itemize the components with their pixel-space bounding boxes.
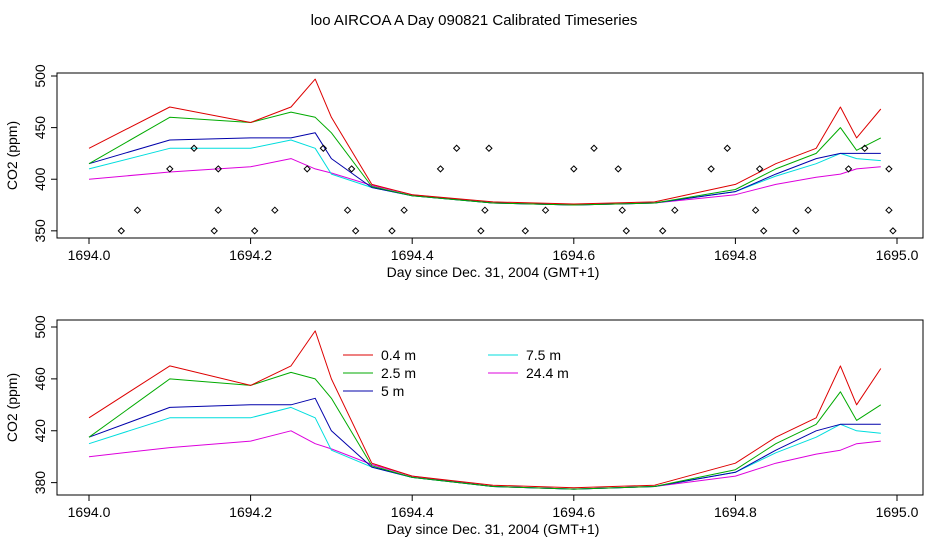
flag-point: [590, 144, 598, 152]
x-tick-label: 1694.8: [714, 504, 757, 520]
series-line-0-4-m: [88, 330, 882, 489]
chart-panel-bottom: 1694.0 1694.2 1694.4 1694.6 1694.8 1695.0 Day …: [4, 315, 924, 537]
flag-point: [210, 227, 218, 235]
series-line-0-4-m: [88, 78, 882, 205]
flag-point: [521, 227, 530, 235]
flag-point: [755, 165, 764, 173]
flag-point: [271, 206, 279, 214]
flag-point: [319, 144, 328, 152]
flag-point: [570, 165, 578, 173]
x-axis-label: Day since Dec. 31, 2004 (GMT+1): [387, 264, 600, 280]
y-tick-label: 500: [32, 64, 48, 88]
flag-point: [166, 165, 174, 173]
flag-point: [671, 206, 679, 214]
x-tick-label: 1694.8: [714, 247, 757, 263]
flag-point: [885, 206, 893, 214]
flag-point: [388, 227, 396, 235]
flag-point: [214, 206, 222, 214]
y-tick-label: 400: [32, 167, 48, 191]
flag-point: [117, 227, 126, 235]
legend-label-5-m: 5 m: [381, 383, 404, 399]
x-tick-label: 1694.0: [68, 247, 111, 263]
x-tick-label: 1695.0: [876, 504, 919, 520]
flag-point: [707, 165, 715, 173]
y-tick-label: 460: [32, 367, 48, 391]
flag-point: [759, 227, 768, 235]
series-line-5-m: [88, 397, 881, 490]
flag-point: [214, 165, 222, 173]
x-axis-label: Day since Dec. 31, 2004 (GMT+1): [387, 521, 600, 537]
series-line-2-5-m: [88, 371, 882, 490]
flag-point: [860, 144, 869, 152]
flag-point: [658, 227, 667, 235]
x-tick-label: 1694.2: [229, 247, 272, 263]
figure-title: loo AIRCOA A Day 090821 Calibrated Times…: [311, 12, 638, 29]
flag-point: [351, 227, 360, 235]
flag-point: [250, 227, 259, 235]
flag-point: [347, 165, 356, 173]
x-tick-label: 1694.6: [552, 504, 595, 520]
flag-point: [190, 144, 198, 152]
flag-point: [485, 144, 493, 152]
series-group: [88, 78, 897, 235]
y-axis-label: CO2 (ppm): [4, 121, 20, 190]
x-tick-label: 1694.4: [391, 504, 434, 520]
x-tick-label: 1694.4: [391, 247, 434, 263]
flag-point: [618, 206, 626, 214]
flag-point: [343, 206, 352, 214]
legend: 0.4 m 2.5 m 5 m 7.5 m 24.4 m: [343, 347, 569, 399]
plot-frame: [56, 319, 924, 496]
flag-point: [133, 206, 142, 214]
flag-point: [400, 206, 408, 214]
series-group: [88, 330, 882, 490]
flag-point: [844, 165, 853, 173]
flag-point: [889, 227, 897, 235]
plot-frame: [56, 72, 924, 239]
y-tick-label: 500: [32, 315, 48, 339]
flag-point: [303, 165, 311, 173]
x-tick-label: 1694.2: [229, 504, 272, 520]
chart-panel-top: 1694.0 1694.2 1694.4 1694.6 1694.8 1695.0 Day …: [4, 64, 924, 280]
legend-label-7-5-m: 7.5 m: [526, 347, 561, 363]
flag-point: [481, 206, 489, 214]
y-tick-label: 380: [32, 471, 48, 495]
y-tick-label: 420: [32, 419, 48, 443]
y-tick-label: 350: [32, 219, 48, 243]
x-tick-label: 1695.0: [876, 247, 919, 263]
x-tick-label: 1694.0: [68, 504, 111, 520]
flag-point: [751, 206, 760, 214]
flag-point: [614, 165, 622, 173]
flag-point: [723, 144, 732, 152]
legend-label-24-4-m: 24.4 m: [526, 365, 569, 381]
flag-point: [477, 227, 485, 235]
flag-point: [452, 144, 461, 152]
legend-label-0-4-m: 0.4 m: [381, 347, 416, 363]
series-line-7-5-m: [88, 139, 881, 206]
y-tick-label: 450: [32, 116, 48, 140]
flag-point: [436, 165, 445, 173]
series-line-2-5-m: [88, 111, 882, 206]
flag-point: [622, 227, 631, 235]
flag-point: [792, 227, 800, 235]
flag-point: [885, 165, 893, 173]
y-axis-label: CO2 (ppm): [4, 373, 20, 442]
flag-point: [541, 206, 550, 214]
series-line-7-5-m: [88, 406, 881, 490]
x-tick-label: 1694.6: [552, 247, 595, 263]
legend-label-2-5-m: 2.5 m: [381, 365, 416, 381]
flag-point: [804, 206, 812, 214]
